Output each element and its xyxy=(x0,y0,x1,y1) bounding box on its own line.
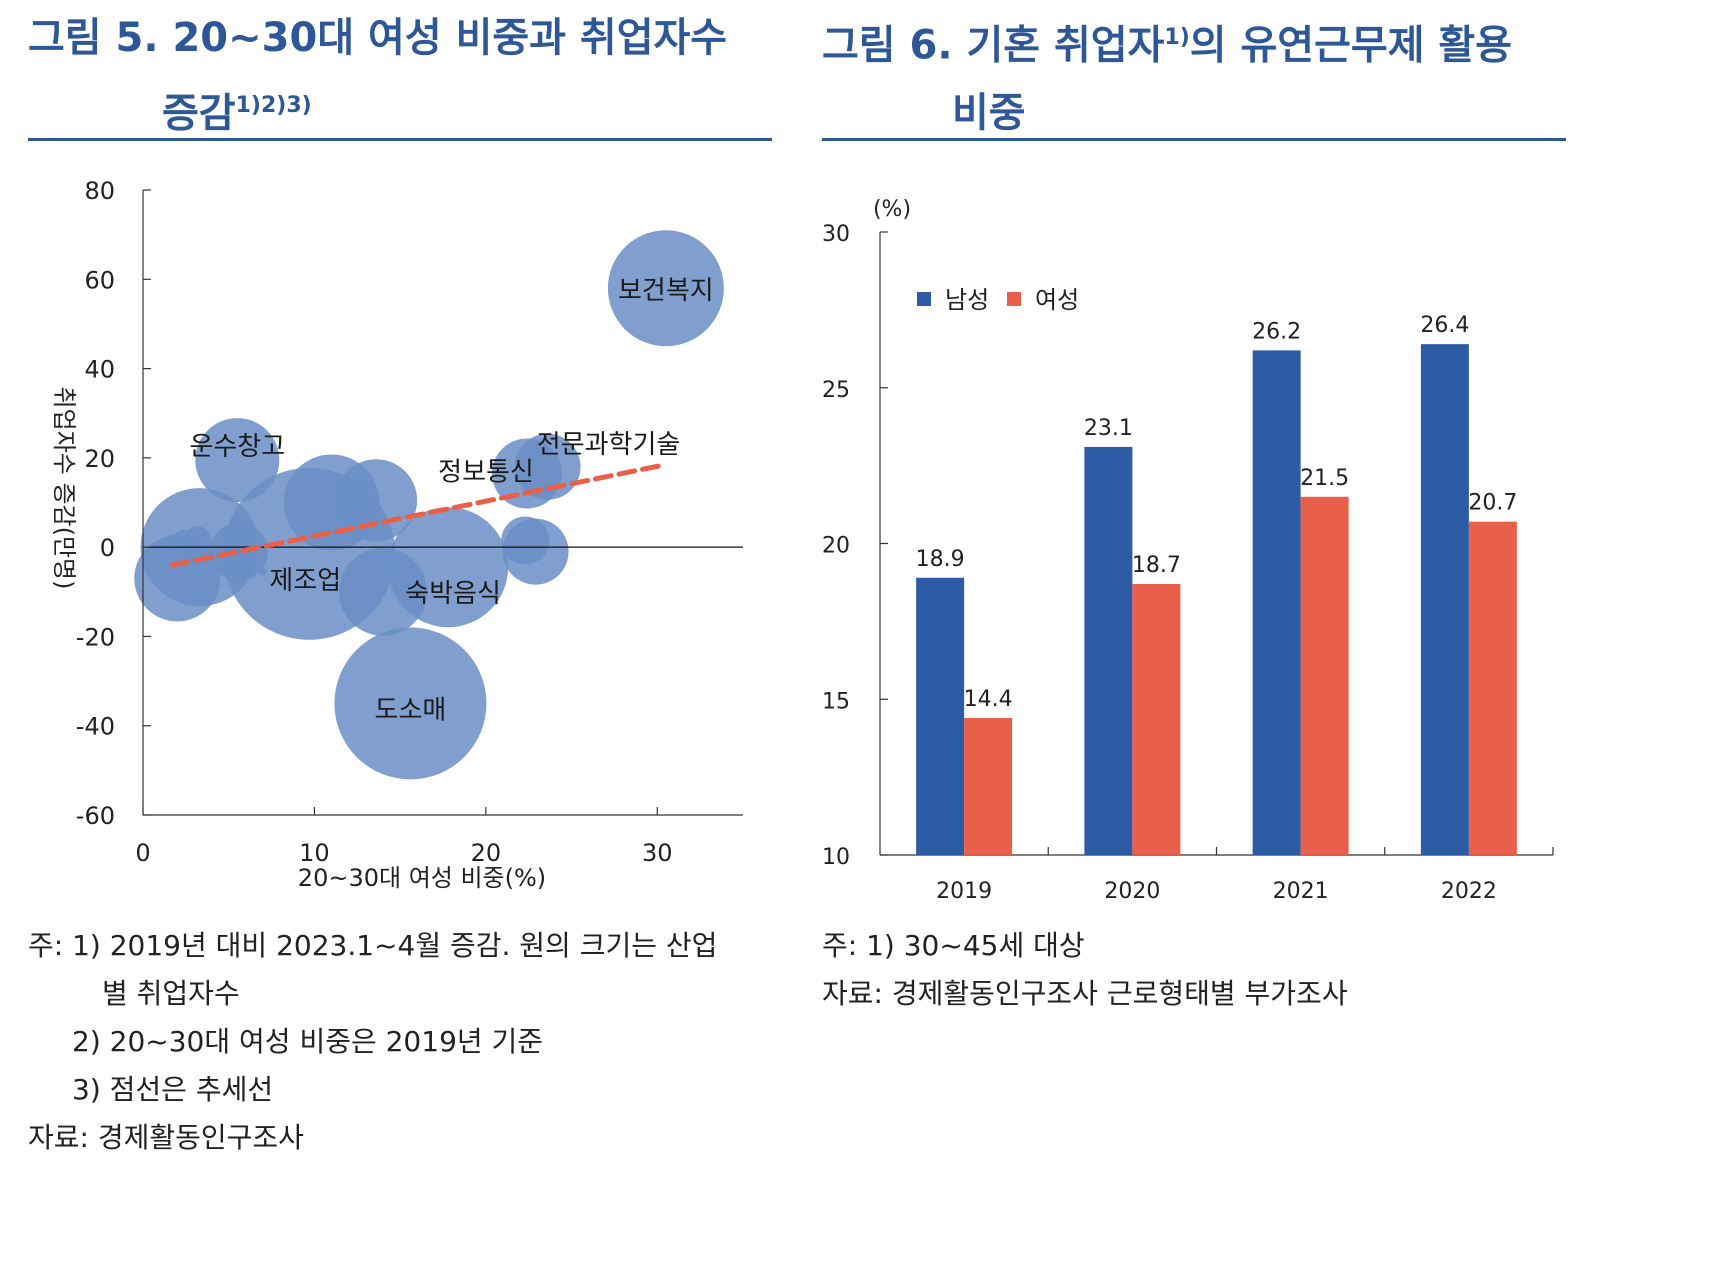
legend-label-여성: 여성 xyxy=(1035,286,1079,314)
bar-category-label: 2021 xyxy=(1273,879,1329,900)
bubble-point-8 xyxy=(134,535,221,622)
x-tick-label: 10 xyxy=(299,839,330,867)
fig5-note-3: 3) 점선은 추세선 xyxy=(72,1073,274,1106)
bar-y-tick-label: 25 xyxy=(822,378,850,403)
bubble-label-제조업: 제조업 xyxy=(269,566,341,596)
legend-swatch-남성 xyxy=(917,292,931,306)
bar-unit-label: (%) xyxy=(873,197,911,222)
bar-y-tick-label: 20 xyxy=(822,534,850,559)
bubble-운수창고 xyxy=(195,418,280,503)
y-tick-label: 40 xyxy=(84,356,115,384)
x-tick-label: 30 xyxy=(642,839,673,867)
bar-여성-2019 xyxy=(964,717,1013,855)
fig6-note-1: 주: 1) 30~45세 대상 xyxy=(822,929,1085,962)
bar-value-label: 20.7 xyxy=(1468,491,1517,516)
fig6-notes: 주: 1) 30~45세 대상 자료: 경제활동인구조사 근로형태별 부가조사 xyxy=(822,922,1348,1018)
bubble-point-18 xyxy=(259,567,267,576)
fig5-title-line1: 그림 5. 20~30대 여성 비중과 취업자수 xyxy=(28,15,728,61)
bubble-point-14 xyxy=(501,516,550,565)
x-tick-label: 0 xyxy=(135,839,150,867)
bar-y-tick-label: 15 xyxy=(822,689,850,714)
fig6-title-line1: 그림 6. 기혼 취업자 xyxy=(822,22,1165,69)
bar-value-label: 18.9 xyxy=(916,547,965,572)
bubble-label-숙박음식: 숙박음식 xyxy=(405,579,501,609)
bubble-point-11 xyxy=(339,547,427,636)
bar-value-label: 14.4 xyxy=(964,687,1013,712)
x-tick-label: 20 xyxy=(471,839,502,867)
bubble-도소매 xyxy=(334,627,487,780)
bar-value-label: 21.5 xyxy=(1300,466,1349,491)
fig6-source: 자료: 경제활동인구조사 근로형태별 부가조사 xyxy=(822,977,1348,1010)
bar-value-label: 23.1 xyxy=(1084,416,1133,441)
bubble-label-운수창고: 운수창고 xyxy=(189,432,285,462)
bar-category-label: 2019 xyxy=(936,879,992,900)
bar-value-label: 26.2 xyxy=(1252,319,1301,344)
bubble-보건복지 xyxy=(607,230,724,347)
fig6-title-line2: 비중 xyxy=(952,90,1026,137)
y-tick-label: -60 xyxy=(76,802,115,830)
bar-y-tick-label: 30 xyxy=(822,222,850,247)
y-tick-label: 0 xyxy=(100,534,115,562)
legend-label-남성: 남성 xyxy=(945,286,989,314)
bubble-label-도소매: 도소매 xyxy=(375,695,447,725)
bubble-label-보건복지: 보건복지 xyxy=(618,276,714,306)
fig6-title: 그림 6. 기혼 취업자1)의 유연근무제 활용 비중 xyxy=(822,10,1512,141)
trend-line xyxy=(169,462,669,568)
bar-여성-2022 xyxy=(1468,521,1517,855)
fig5-notes: 주: 1) 2019년 대비 2023.1~4월 증감. 원의 크기는 산업 별… xyxy=(28,922,717,1162)
bubble-label-정보통신: 정보통신 xyxy=(438,457,534,487)
fig5-note-1-cont: 별 취업자수 xyxy=(102,977,240,1010)
bar-value-label: 26.4 xyxy=(1420,313,1469,338)
bar-category-label: 2022 xyxy=(1441,879,1497,900)
bar-category-label: 2020 xyxy=(1104,879,1160,900)
bar-남성-2021 xyxy=(1252,350,1301,855)
bar-y-tick-label: 10 xyxy=(822,845,850,870)
fig5-title-footnote-mark: 1)2)3) xyxy=(235,93,312,118)
fig5-title-line2: 증감 xyxy=(162,90,236,137)
bubble-label-전문과학기술: 전문과학기술 xyxy=(537,430,681,460)
y-tick-label: -20 xyxy=(76,623,115,651)
grouped-bar-chart: 30 25 20 15 10 (%) 2019 2020 2021 2022 18.9 14.4 23… xyxy=(822,197,1554,900)
fig5-source: 자료: 경제활동인구조사 xyxy=(28,1121,304,1154)
x-axis-title: 20~30대 여성 비중(%) xyxy=(298,864,546,892)
bar-여성-2021 xyxy=(1300,496,1349,855)
fig5-title-rule xyxy=(28,138,772,141)
y-tick-label: 80 xyxy=(84,177,115,205)
fig5-note-1: 주: 1) 2019년 대비 2023.1~4월 증감. 원의 크기는 산업 xyxy=(28,929,718,962)
fig6-title-rule xyxy=(822,138,1566,141)
fig6-title-line1-rest: 의 유연근무제 활용 xyxy=(1189,22,1513,69)
y-tick-label: 60 xyxy=(84,266,115,294)
bar-value-label: 18.7 xyxy=(1132,553,1181,578)
y-tick-label: 20 xyxy=(84,445,115,473)
bar-남성-2020 xyxy=(1084,446,1133,855)
bar-남성-2019 xyxy=(916,577,965,855)
fig5-note-2: 2) 20~30대 여성 비중은 2019년 기준 xyxy=(72,1025,544,1058)
fig6-title-footnote-mark: 1) xyxy=(1164,25,1190,50)
fig5-title: 그림 5. 20~30대 여성 비중과 취업자수 증감1)2)3) xyxy=(28,10,727,141)
bubble-point-17 xyxy=(164,534,181,551)
y-axis-title: 취업자수 증감(만명) xyxy=(50,387,78,590)
legend-swatch-여성 xyxy=(1007,292,1021,306)
bubble-point-12 xyxy=(210,522,268,581)
bar-남성-2022 xyxy=(1420,344,1469,855)
bar-여성-2020 xyxy=(1132,583,1181,855)
bubble-scatter-chart: 80 60 40 20 0 -20 -40 -60 0 10 20 30 20~30대 여성 비중(%)… xyxy=(50,177,743,892)
y-tick-label: -40 xyxy=(76,713,115,741)
